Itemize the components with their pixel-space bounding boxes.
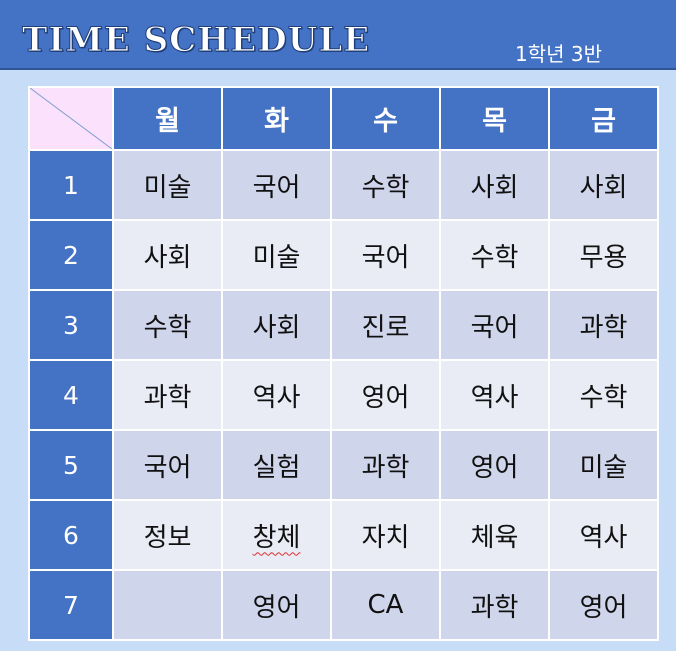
schedule-cell: 실험 — [223, 431, 330, 499]
subject-text: 정보 — [143, 522, 192, 553]
schedule-cell: 과학 — [114, 361, 221, 429]
subject-text: 국어 — [252, 172, 301, 203]
subject-text: 미술 — [252, 242, 301, 273]
schedule-cell: 국어 — [332, 221, 439, 289]
subject-text: 미술 — [143, 172, 192, 203]
schedule-cell: 수학 — [332, 151, 439, 219]
class-label: 1학년 3반 — [515, 42, 603, 66]
schedule-cell: 사회 — [550, 151, 657, 219]
period-label: 4 — [30, 361, 112, 429]
subject-text: 역사 — [470, 382, 519, 413]
schedule-cell: 국어 — [441, 291, 548, 359]
subject-text: 사회 — [252, 312, 301, 343]
subject-text: 자치 — [361, 522, 410, 553]
day-header-fri: 금 — [550, 88, 657, 149]
subject-text: 과학 — [143, 382, 192, 413]
subject-text: 창체 — [252, 522, 301, 553]
schedule-cell: 무용 — [550, 221, 657, 289]
period-label: 6 — [30, 501, 112, 569]
schedule-cell: 역사 — [223, 361, 330, 429]
subject-text: 영어 — [361, 382, 410, 413]
subject-text: 실험 — [252, 452, 301, 483]
subject-text: 사회 — [143, 242, 192, 273]
diagonal-line — [30, 88, 112, 149]
subject-text: 수학 — [470, 242, 519, 273]
schedule-cell: 미술 — [114, 151, 221, 219]
schedule-cell — [114, 571, 221, 639]
schedule-cell: 영어 — [223, 571, 330, 639]
schedule-cell: 진로 — [332, 291, 439, 359]
schedule-cell: 미술 — [550, 431, 657, 499]
schedule-cell: 국어 — [114, 431, 221, 499]
page-title: TIME SCHEDULE — [21, 20, 371, 61]
schedule-cell: CA — [332, 571, 439, 639]
schedule-cell: 과학 — [550, 291, 657, 359]
schedule-cell: 체육 — [441, 501, 548, 569]
schedule-cell: 영어 — [332, 361, 439, 429]
subject-text: 역사 — [252, 382, 301, 413]
subject-text: 영어 — [470, 452, 519, 483]
period-label: 2 — [30, 221, 112, 289]
corner-cell — [30, 88, 112, 149]
schedule-cell: 영어 — [550, 571, 657, 639]
period-label: 1 — [30, 151, 112, 219]
schedule-cell: 정보 — [114, 501, 221, 569]
subject-text: 과학 — [361, 452, 410, 483]
day-header-tue: 화 — [223, 88, 330, 149]
subject-text: 과학 — [470, 592, 519, 623]
schedule-cell: 과학 — [441, 571, 548, 639]
subject-text: 국어 — [143, 452, 192, 483]
schedule-cell: 수학 — [114, 291, 221, 359]
schedule-cell: 사회 — [114, 221, 221, 289]
subject-text: 국어 — [470, 312, 519, 343]
timetable: 월 화 수 목 금 1 미술 국어 수학 사회 사회 2 사회 미술 국어 수학 무용 3 수학 사회 진로 국… — [28, 86, 659, 641]
schedule-cell: 과학 — [332, 431, 439, 499]
subject-text: 수학 — [143, 312, 192, 343]
schedule-cell: 역사 — [550, 501, 657, 569]
period-label: 5 — [30, 431, 112, 499]
subject-text: 사회 — [579, 172, 628, 203]
schedule-cell: 수학 — [441, 221, 548, 289]
schedule-cell: 국어 — [223, 151, 330, 219]
subject-text: 과학 — [579, 312, 628, 343]
header-bar: TIME SCHEDULE 1학년 3반 — [0, 0, 676, 70]
subject-text: 영어 — [579, 592, 628, 623]
subject-text: 역사 — [579, 522, 628, 553]
subject-text: 무용 — [579, 242, 628, 273]
day-header-wed: 수 — [332, 88, 439, 149]
schedule-cell: 사회 — [223, 291, 330, 359]
period-label: 7 — [30, 571, 112, 639]
subject-text: 진로 — [361, 312, 410, 343]
period-label: 3 — [30, 291, 112, 359]
schedule-cell: 미술 — [223, 221, 330, 289]
subject-text: 미술 — [579, 452, 628, 483]
subject-text: 체육 — [470, 522, 519, 553]
schedule-cell: 사회 — [441, 151, 548, 219]
subject-text: CA — [367, 590, 404, 620]
schedule-cell: 창체 — [223, 501, 330, 569]
schedule-cell: 수학 — [550, 361, 657, 429]
day-header-mon: 월 — [114, 88, 221, 149]
schedule-cell: 자치 — [332, 501, 439, 569]
schedule-cell: 역사 — [441, 361, 548, 429]
subject-text: 영어 — [252, 592, 301, 623]
subject-text: 국어 — [361, 242, 410, 273]
subject-text: 수학 — [579, 382, 628, 413]
day-header-thu: 목 — [441, 88, 548, 149]
subject-text: 수학 — [361, 172, 410, 203]
subject-text: 사회 — [470, 172, 519, 203]
schedule-cell: 영어 — [441, 431, 548, 499]
